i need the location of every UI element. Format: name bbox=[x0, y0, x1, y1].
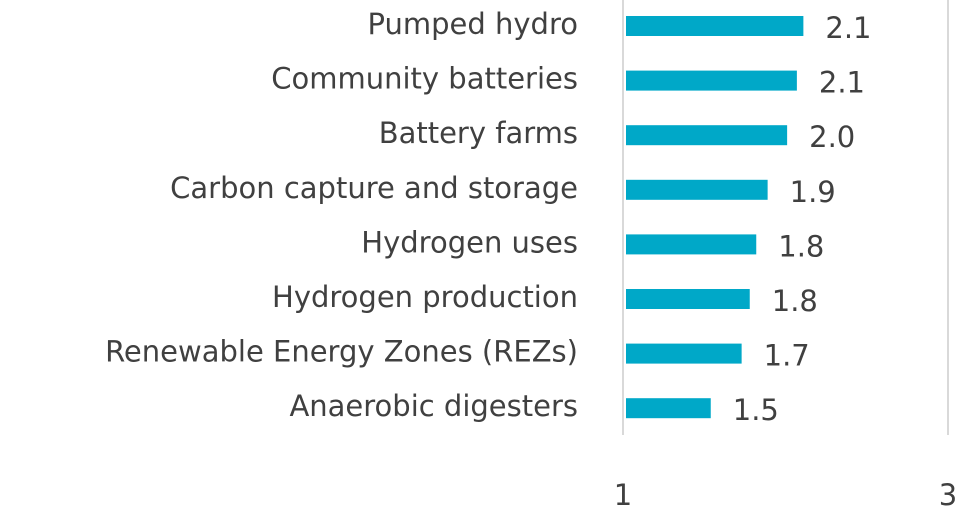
value-label: 1.5 bbox=[733, 393, 779, 427]
category-label: Community batteries bbox=[271, 62, 578, 96]
value-label: 2.1 bbox=[825, 11, 871, 45]
bar bbox=[626, 179, 768, 200]
bar bbox=[626, 234, 757, 255]
category-label: Hydrogen production bbox=[272, 280, 578, 314]
bar bbox=[626, 16, 804, 36]
value-label: 1.9 bbox=[790, 175, 836, 209]
bar bbox=[626, 343, 742, 364]
value-label: 1.8 bbox=[772, 284, 818, 318]
bar bbox=[626, 289, 750, 309]
category-label: Pumped hydro bbox=[368, 7, 578, 41]
value-label: 1.7 bbox=[764, 339, 810, 373]
category-label: Battery farms bbox=[379, 116, 578, 150]
bar bbox=[626, 125, 788, 146]
value-label: 2.1 bbox=[819, 66, 865, 100]
bar bbox=[626, 70, 797, 91]
value-label: 1.8 bbox=[778, 229, 824, 263]
bar bbox=[626, 398, 711, 419]
x-tick-label: 3 bbox=[939, 478, 957, 511]
category-label: Renewable Energy Zones (REZs) bbox=[105, 335, 578, 369]
category-label: Anaerobic digesters bbox=[289, 389, 578, 423]
category-label: Hydrogen uses bbox=[361, 225, 578, 259]
x-tick-label: 1 bbox=[614, 478, 632, 511]
category-label: Carbon capture and storage bbox=[170, 171, 578, 205]
value-label: 2.0 bbox=[809, 120, 855, 154]
